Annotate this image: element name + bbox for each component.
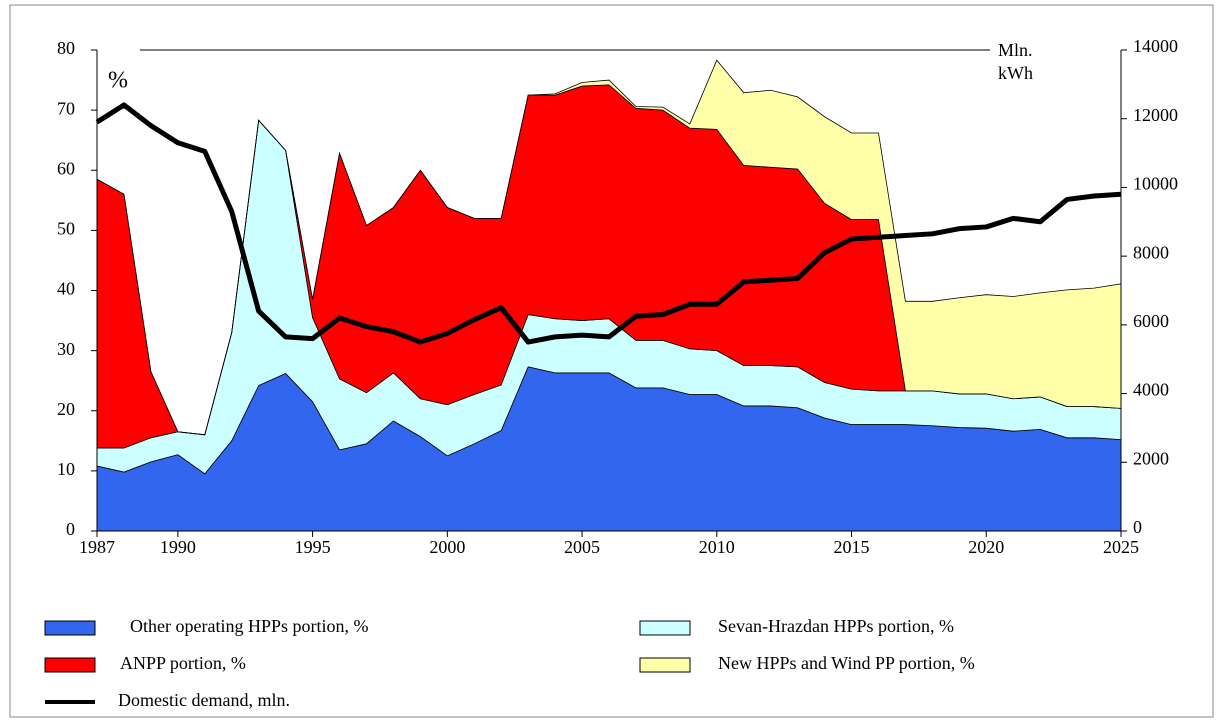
x-tick-label: 2000 — [429, 537, 465, 557]
legend-label: Domestic demand, mln. — [118, 690, 290, 710]
y-tick-label: 50 — [57, 219, 75, 239]
legend-swatch — [639, 620, 691, 636]
y-tick-label: 60 — [57, 158, 75, 178]
annotation: kWh — [998, 63, 1033, 83]
y2-tick-label: 10000 — [1133, 174, 1178, 194]
legend-swatch — [44, 657, 96, 673]
legend-swatch — [44, 620, 96, 636]
y-tick-label: 30 — [57, 339, 75, 359]
x-tick-label: 1995 — [295, 537, 331, 557]
y-tick-label: 0 — [66, 519, 75, 539]
legend-label: Other operating HPPs portion, % — [130, 616, 368, 636]
x-tick-label: 1987 — [79, 537, 115, 557]
y2-tick-label: 4000 — [1133, 380, 1169, 400]
y2-tick-label: 2000 — [1133, 448, 1169, 468]
annotation: % — [108, 68, 128, 94]
legend-label: ANPP portion, % — [120, 653, 246, 673]
x-tick-label: 1990 — [160, 537, 196, 557]
annotation: Mln. — [998, 40, 1033, 60]
y2-tick-label: 6000 — [1133, 311, 1169, 331]
y-tick-label: 80 — [57, 38, 75, 58]
x-tick-label: 2005 — [564, 537, 600, 557]
x-tick-label: 2020 — [968, 537, 1004, 557]
y-tick-label: 20 — [57, 399, 75, 419]
x-tick-label: 2015 — [834, 537, 870, 557]
y-tick-label: 40 — [57, 279, 75, 299]
y-tick-label: 70 — [57, 98, 75, 118]
y2-tick-label: 0 — [1133, 517, 1142, 537]
y2-tick-label: 8000 — [1133, 242, 1169, 262]
legend-swatch — [639, 657, 691, 673]
line — [95, 102, 1122, 345]
y2-tick-label: 12000 — [1133, 105, 1178, 125]
y-tick-label: 10 — [57, 459, 75, 479]
x-tick-label: 2010 — [699, 537, 735, 557]
frame — [9, 4, 1214, 718]
y2-tick-label: 14000 — [1133, 36, 1178, 56]
legend-label: Sevan-Hrazdan HPPs portion, % — [718, 616, 954, 636]
x-tick-label: 2025 — [1103, 537, 1139, 557]
legend-label: New HPPs and Wind PP portion, % — [718, 653, 975, 673]
